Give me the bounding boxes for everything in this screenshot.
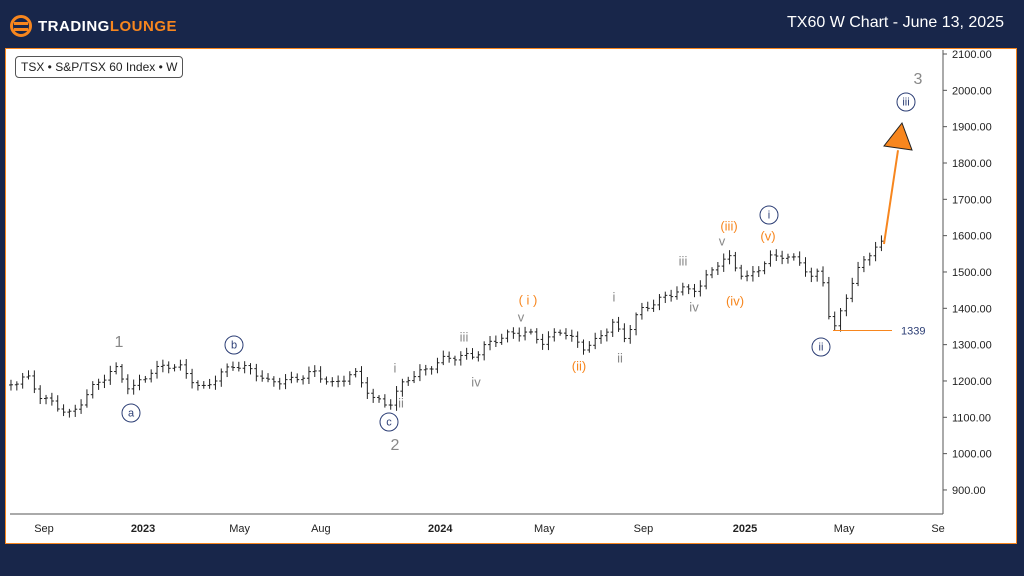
projection-arrow-line	[883, 150, 899, 245]
wave-label: ii	[398, 395, 404, 411]
wave-label: iv	[689, 299, 699, 315]
logo-text-a: TRADING	[38, 17, 110, 35]
wave-label: (v)	[760, 228, 776, 244]
x-tick-label: May	[534, 523, 555, 535]
wave-label: 3	[913, 71, 923, 88]
logo-icon	[10, 15, 32, 37]
x-tick-label: 2023	[131, 523, 155, 535]
x-tick-label: Sep	[634, 523, 654, 535]
y-tick-label: 900.00	[952, 485, 986, 497]
wave-label: v	[718, 233, 726, 249]
y-tick-label: 1000.00	[952, 449, 992, 461]
y-tick-label: 2000.00	[952, 85, 992, 97]
chart-frame	[5, 48, 1017, 544]
wave-label: 1	[114, 334, 124, 351]
tradinglounge-logo: TRADINGLOUNGE	[10, 15, 177, 37]
wave-label: i	[612, 289, 616, 305]
wave-label: (ii)	[571, 358, 587, 374]
x-tick-label: May	[229, 523, 250, 535]
wave-label: ( i )	[518, 292, 538, 308]
x-tick-label: 2025	[733, 523, 757, 535]
projection-arrow-head	[883, 121, 913, 151]
y-tick-label: 1400.00	[952, 303, 992, 315]
y-tick-label: 1500.00	[952, 267, 992, 279]
wave-label: ii	[617, 350, 623, 366]
x-tick-label: Se	[931, 523, 944, 535]
y-tick-label: 1800.00	[952, 158, 992, 170]
x-tick-label: Aug	[311, 523, 331, 535]
wave-label: b	[224, 335, 244, 355]
logo-text-b: LOUNGE	[109, 17, 177, 35]
chart-title: TX60 W Chart - June 13, 2025	[787, 14, 1004, 31]
wave-label: c	[379, 412, 399, 432]
y-tick-label: 1600.00	[952, 231, 992, 243]
wave-label: (iii)	[720, 218, 738, 234]
symbol-label: TSX • S&P/TSX 60 Index • W	[15, 56, 184, 78]
y-tick-label: 1900.00	[952, 122, 992, 134]
wave-label: iii	[896, 92, 916, 112]
wave-label: iv	[471, 374, 481, 390]
wave-label: ii	[811, 337, 831, 357]
wave-label: iii	[459, 329, 469, 345]
wave-label: 2	[390, 437, 400, 454]
wave-label: i	[393, 360, 397, 376]
x-tick-label: May	[834, 523, 855, 535]
wave-label: (iv)	[725, 293, 745, 309]
x-tick-label: 2024	[428, 523, 453, 535]
support-level-label: 1339	[901, 325, 925, 337]
wave-label: i	[759, 205, 779, 225]
x-tick-label: Sep	[34, 523, 54, 535]
y-tick-label: 1100.00	[952, 412, 991, 424]
y-tick-label: 1700.00	[952, 194, 992, 206]
wave-label: v	[517, 309, 525, 325]
wave-label: a	[121, 403, 141, 423]
wave-label: iii	[678, 253, 688, 269]
y-tick-label: 1200.00	[952, 376, 992, 388]
y-tick-label: 2100.00	[952, 49, 992, 61]
y-tick-label: 1300.00	[952, 340, 992, 352]
